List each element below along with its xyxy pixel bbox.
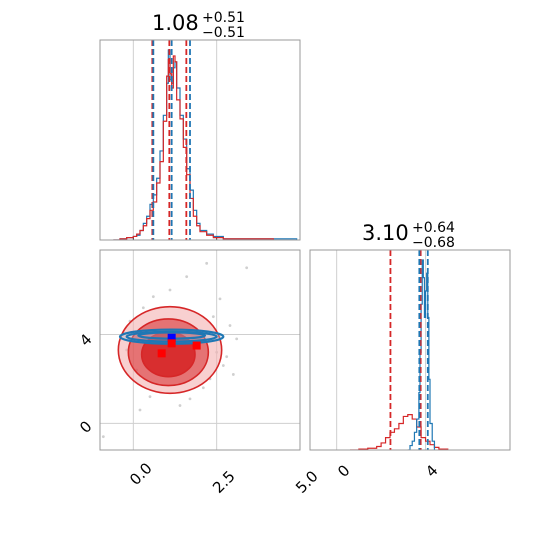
density-peak-marker bbox=[157, 349, 166, 358]
sample-point bbox=[178, 404, 182, 407]
sample-point bbox=[201, 386, 205, 390]
sample-point bbox=[225, 355, 229, 359]
sample-point bbox=[221, 364, 225, 367]
title-param-1-value: 1.08 bbox=[152, 11, 199, 35]
sample-point bbox=[168, 288, 172, 292]
x-tick-label-2: 5.0 bbox=[292, 467, 322, 497]
density-peak-marker bbox=[192, 341, 201, 350]
y-tick-label-1: 4 bbox=[76, 330, 95, 349]
sample-point bbox=[228, 324, 232, 327]
x2-tick-label-0: 0 bbox=[334, 461, 353, 480]
density-peak-marker bbox=[167, 339, 176, 348]
sample-point bbox=[141, 306, 145, 310]
sample-point bbox=[205, 261, 209, 265]
sample-point bbox=[148, 395, 152, 399]
sample-point bbox=[151, 295, 155, 299]
hist-red-line bbox=[350, 414, 449, 450]
density-peak-marker bbox=[167, 333, 176, 342]
title-param-1: 1.08 bbox=[152, 11, 199, 35]
sample-point bbox=[218, 297, 222, 301]
sample-point bbox=[138, 408, 142, 412]
title-param-1-plus: +0.51 bbox=[202, 10, 245, 26]
hist-blue-line bbox=[407, 259, 436, 450]
title-param-1-minus: −0.51 bbox=[202, 25, 245, 41]
marginal-histogram-top bbox=[99, 39, 301, 241]
axes-frame bbox=[99, 39, 301, 241]
sample-point bbox=[245, 266, 249, 270]
y-tick-label-0: 0 bbox=[76, 417, 95, 436]
sample-point bbox=[188, 397, 192, 401]
title-param-2-plus: +0.64 bbox=[412, 220, 455, 236]
sample-point bbox=[185, 275, 189, 279]
marginal-histogram-right bbox=[309, 249, 511, 451]
joint-density-panel bbox=[99, 249, 301, 451]
sample-point bbox=[101, 435, 105, 439]
sample-point bbox=[235, 337, 239, 341]
title-param-2-minus: −0.68 bbox=[412, 235, 455, 251]
joint-plot-area bbox=[101, 261, 249, 439]
x2-tick-label-1: 4 bbox=[422, 461, 441, 480]
axes-frame bbox=[309, 249, 511, 451]
title-param-2: 3.10 bbox=[362, 221, 409, 245]
sample-point bbox=[231, 373, 235, 376]
axes-frame bbox=[99, 249, 301, 451]
x-tick-label-1: 2.5 bbox=[209, 467, 239, 497]
title-param-2-value: 3.10 bbox=[362, 221, 409, 245]
sample-point bbox=[211, 315, 215, 319]
x-tick-label-0: 0.0 bbox=[126, 459, 156, 489]
hist-red-line bbox=[113, 55, 274, 240]
hist-blue-line bbox=[113, 49, 298, 240]
